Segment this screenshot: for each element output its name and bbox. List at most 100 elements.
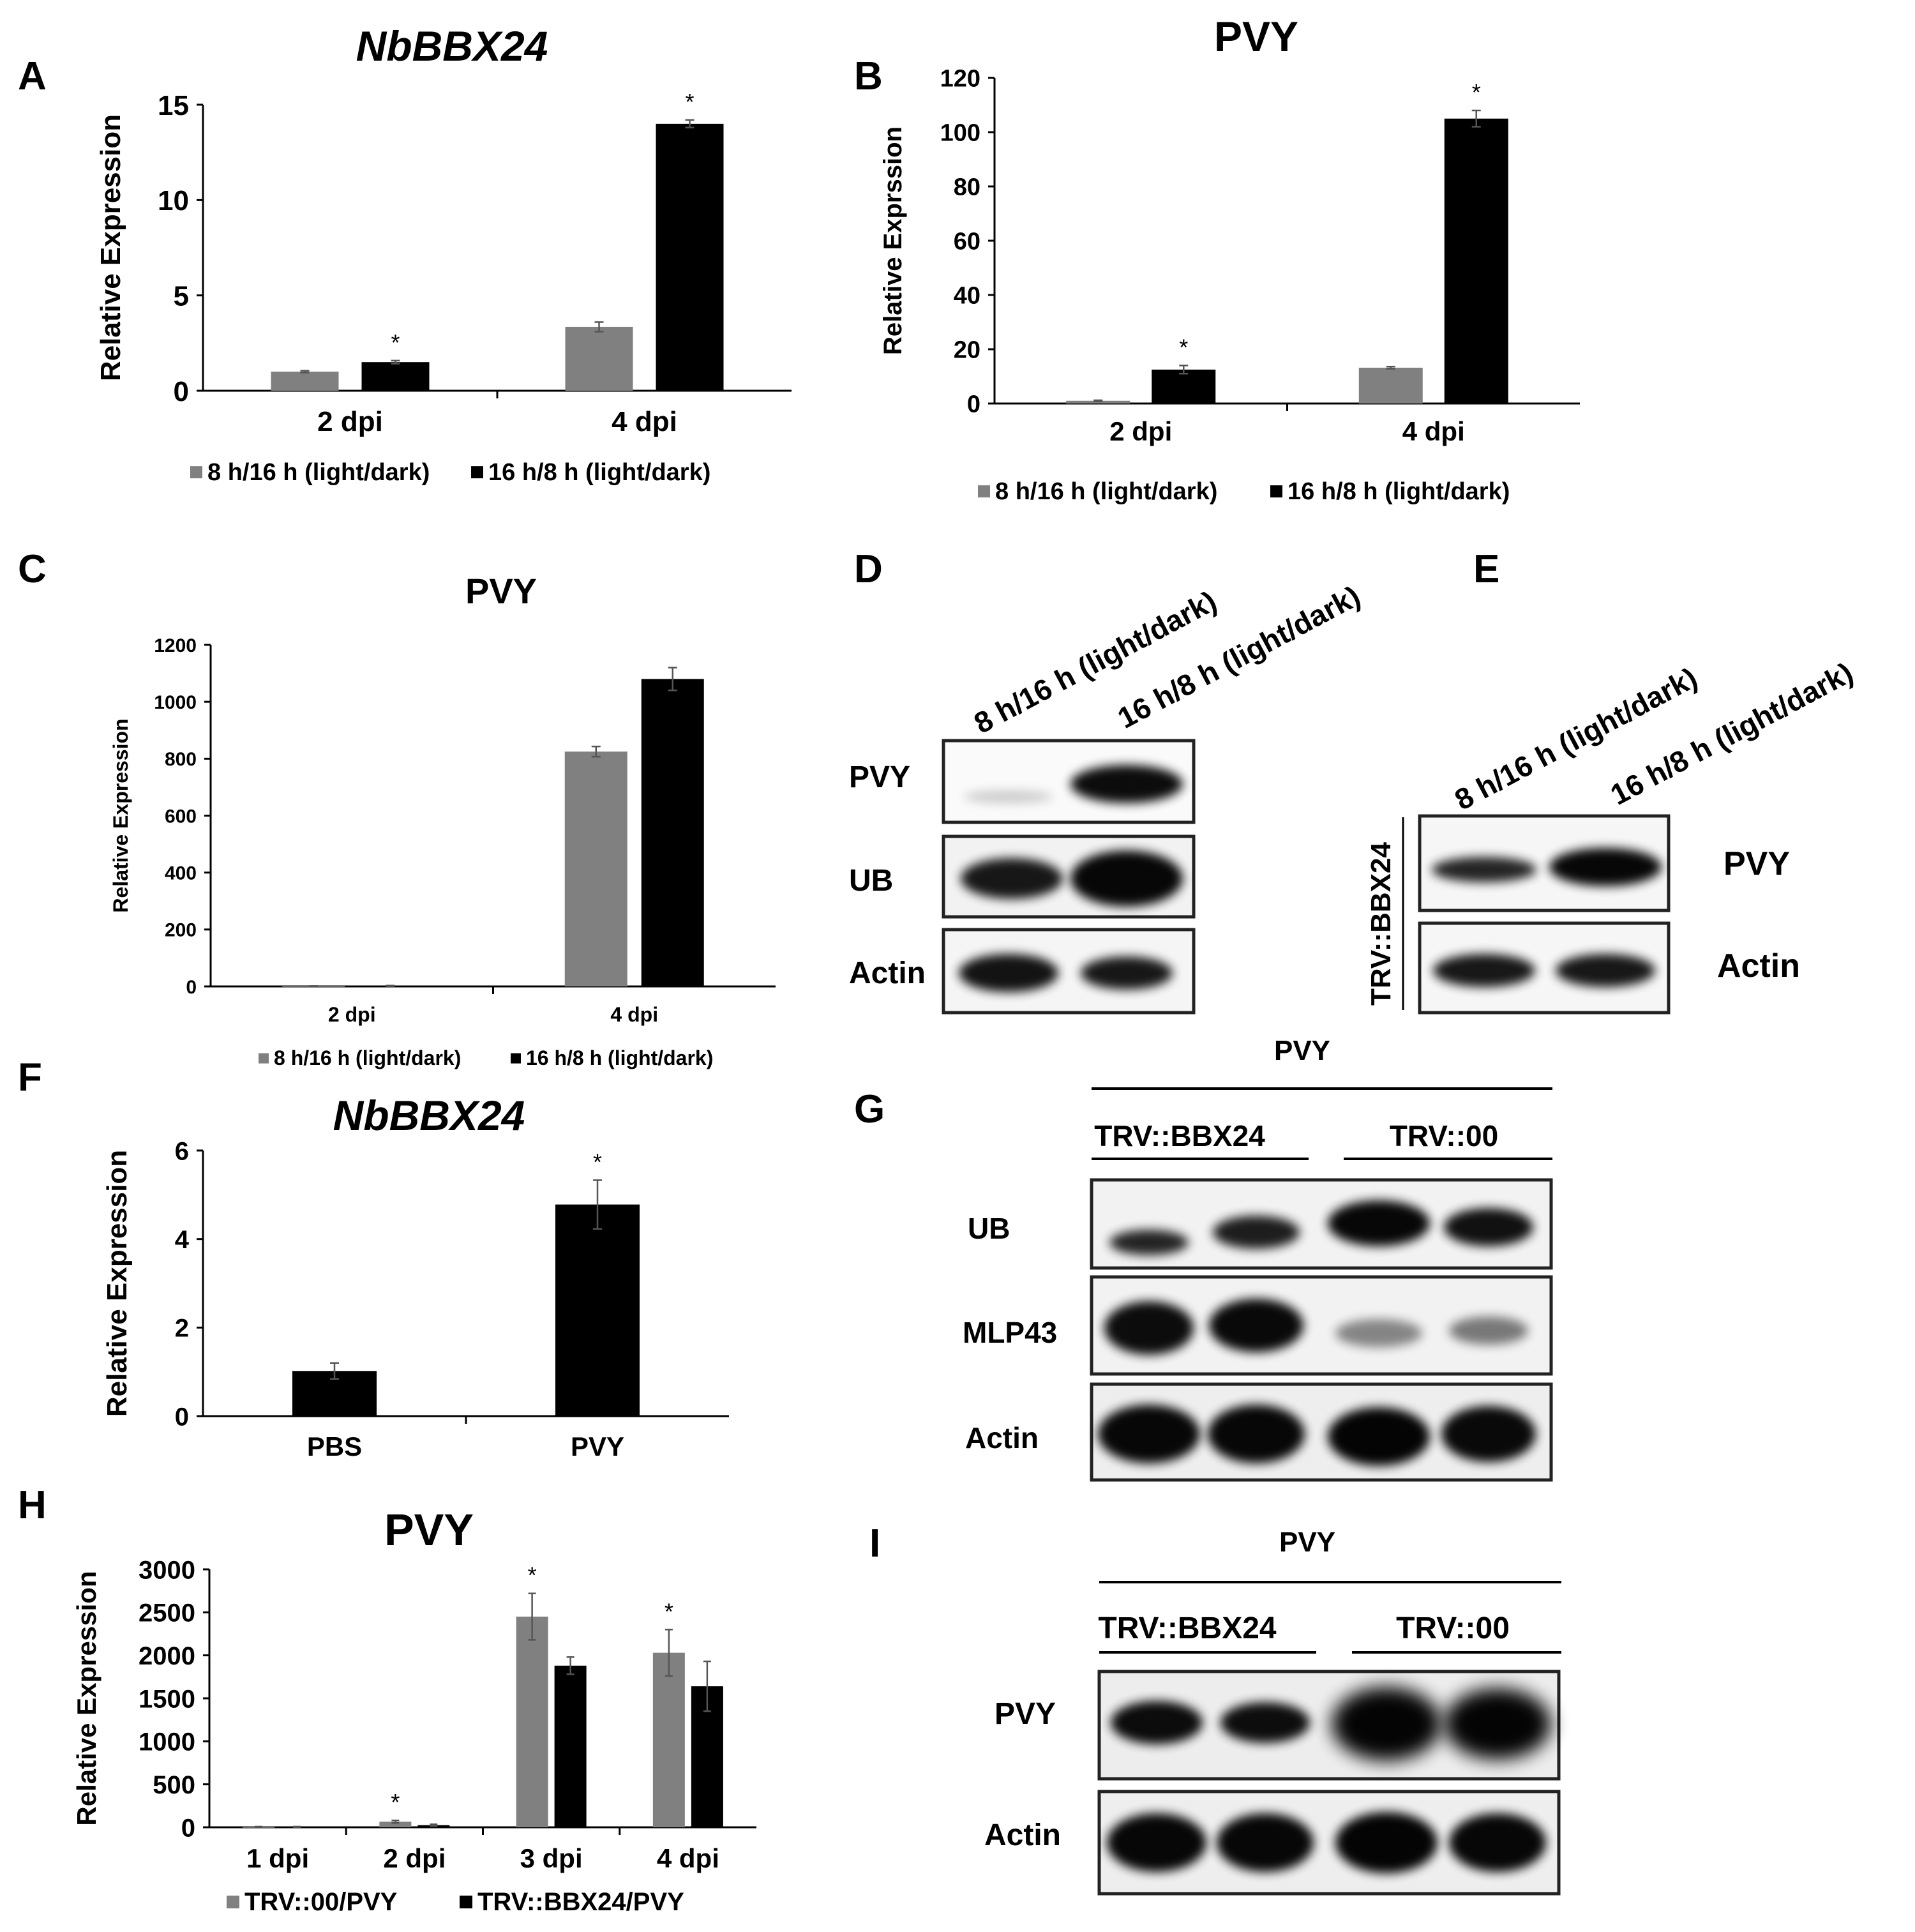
blot-band xyxy=(1549,848,1662,886)
x-category-label: 4 dpi xyxy=(1402,416,1465,446)
blot-row-label-pvy: PVY xyxy=(1724,845,1790,882)
panel-letter-c: C xyxy=(18,547,47,591)
y-tick-label: 6 xyxy=(175,1137,189,1165)
blot-panel-d: 8 h/16 h (light/dark) 16 h/8 h (light/da… xyxy=(849,579,1365,1015)
y-tick-label: 2 xyxy=(175,1315,189,1343)
significance-star: * xyxy=(391,329,400,356)
blot-band xyxy=(1444,1208,1533,1246)
blot-row-label-mlp43: MLP43 xyxy=(963,1316,1057,1349)
bar xyxy=(1444,118,1508,404)
y-tick-label: 10 xyxy=(158,185,189,216)
legend-swatch xyxy=(259,1053,269,1064)
legend-label: 8 h/16 h (light/dark) xyxy=(995,478,1217,505)
x-category-label: 4 dpi xyxy=(657,1843,719,1873)
legend-swatch xyxy=(1270,485,1282,498)
legend-label: 16 h/8 h (light/dark) xyxy=(526,1046,713,1069)
y-tick-label: 15 xyxy=(158,90,189,121)
blot-band xyxy=(1208,1405,1305,1463)
legend-swatch xyxy=(227,1896,239,1908)
blot-row-label-actin: Actin xyxy=(984,1818,1061,1852)
blot-row-label-actin: Actin xyxy=(849,956,926,990)
bar xyxy=(565,326,633,391)
panel-letter-f: F xyxy=(18,1055,42,1099)
blot-row-label-actin: Actin xyxy=(965,1421,1039,1454)
blot-panel-g: PVY TRV::BBX24 TRV::00 UB MLP43 Actin xyxy=(963,1035,1553,1482)
legend-label: 8 h/16 h (light/dark) xyxy=(274,1046,461,1069)
y-tick-label: 120 xyxy=(940,66,980,93)
blot-band xyxy=(1449,1317,1528,1345)
x-category-label: PBS xyxy=(307,1431,362,1461)
panel-letter-e: E xyxy=(1473,547,1499,591)
chart-panel-f: NbBBX24 0 2 4 6 Relative Expression PBS * PVY xyxy=(101,1092,729,1461)
significance-star: * xyxy=(391,1789,400,1815)
lane-label-d-1: 8 h/16 h (light/dark) xyxy=(968,584,1222,740)
blot-header: PVY xyxy=(1279,1527,1335,1558)
chart-panel-b: PVY 0 20 40 60 80 100 120 Relative Exprssion * 2 d… xyxy=(879,13,1580,505)
blot-band xyxy=(1335,1812,1438,1873)
x-category-label: 2 dpi xyxy=(1109,416,1172,446)
group-label: TRV::00 xyxy=(1396,1611,1510,1645)
y-tick-label: 200 xyxy=(165,920,197,941)
x-category-label: 2 dpi xyxy=(328,1003,376,1026)
side-label-trv-bbx24: TRV::BBX24 xyxy=(1365,842,1397,1006)
y-tick-label: 4 xyxy=(175,1226,190,1254)
blot-band xyxy=(1449,1813,1546,1872)
significance-star: * xyxy=(1472,79,1481,105)
y-tick-label: 0 xyxy=(181,1814,195,1842)
blot-band xyxy=(1070,765,1183,803)
blot-band xyxy=(1217,1813,1314,1872)
y-tick-label: 5 xyxy=(174,281,189,312)
bar xyxy=(656,123,724,391)
blot-band xyxy=(961,858,1063,899)
blot-panel-i: PVY TRV::BBX24 TRV::00 PVY Actin xyxy=(984,1527,1561,1896)
bar xyxy=(641,679,704,986)
x-category-label: 4 dpi xyxy=(612,406,677,437)
blot-band xyxy=(1328,1200,1430,1246)
x-category-label: 2 dpi xyxy=(317,406,383,437)
chart-title: PVY xyxy=(1214,13,1298,60)
blot-row-label-pvy: PVY xyxy=(995,1697,1056,1731)
y-tick-label: 3000 xyxy=(139,1556,195,1584)
panel-letter-a: A xyxy=(18,54,47,98)
y-axis-title: Relative Expression xyxy=(109,718,132,912)
legend-swatch xyxy=(190,466,202,479)
panel-letter-b: B xyxy=(854,54,883,98)
blot-row-label-ub: UB xyxy=(968,1212,1010,1245)
blot-row-label-actin: Actin xyxy=(1717,947,1800,985)
blot-band xyxy=(1109,1230,1189,1255)
blot-band xyxy=(1104,1301,1194,1355)
blot-band xyxy=(1441,1406,1536,1462)
significance-star: * xyxy=(593,1149,602,1175)
blot-band xyxy=(1107,1813,1206,1872)
chart-title: PVY xyxy=(384,1505,474,1555)
y-tick-label: 1200 xyxy=(154,635,197,656)
chart-title: NbBBX24 xyxy=(333,1092,525,1139)
y-tick-label: 100 xyxy=(940,120,980,147)
bar xyxy=(564,751,627,986)
blot-band xyxy=(1444,1688,1551,1760)
legend-label: TRV::00/PVY xyxy=(244,1888,398,1916)
bar xyxy=(554,1665,587,1827)
y-tick-label: 500 xyxy=(153,1771,195,1799)
y-tick-label: 0 xyxy=(175,1403,189,1431)
y-axis-title: Relative Expression xyxy=(101,1150,133,1417)
blot-band xyxy=(1070,850,1183,907)
x-category-label: 3 dpi xyxy=(520,1843,583,1873)
significance-star: * xyxy=(665,1598,673,1624)
significance-star: * xyxy=(528,1562,537,1589)
bar xyxy=(652,1652,685,1827)
bar xyxy=(516,1617,548,1827)
y-tick-label: 0 xyxy=(174,376,189,407)
y-axis-title: Relative Expression xyxy=(71,1571,101,1825)
y-tick-label: 2000 xyxy=(139,1642,195,1670)
group-label: TRV::BBX24 xyxy=(1098,1611,1276,1645)
x-category-label: 4 dpi xyxy=(610,1003,658,1026)
blot-band xyxy=(1332,1687,1441,1761)
blot-band xyxy=(1433,954,1535,987)
blot-band xyxy=(1081,956,1173,990)
x-category-label: 2 dpi xyxy=(383,1843,446,1873)
y-tick-label: 40 xyxy=(954,283,980,310)
legend-swatch xyxy=(511,1053,521,1064)
y-tick-label: 60 xyxy=(954,229,980,255)
